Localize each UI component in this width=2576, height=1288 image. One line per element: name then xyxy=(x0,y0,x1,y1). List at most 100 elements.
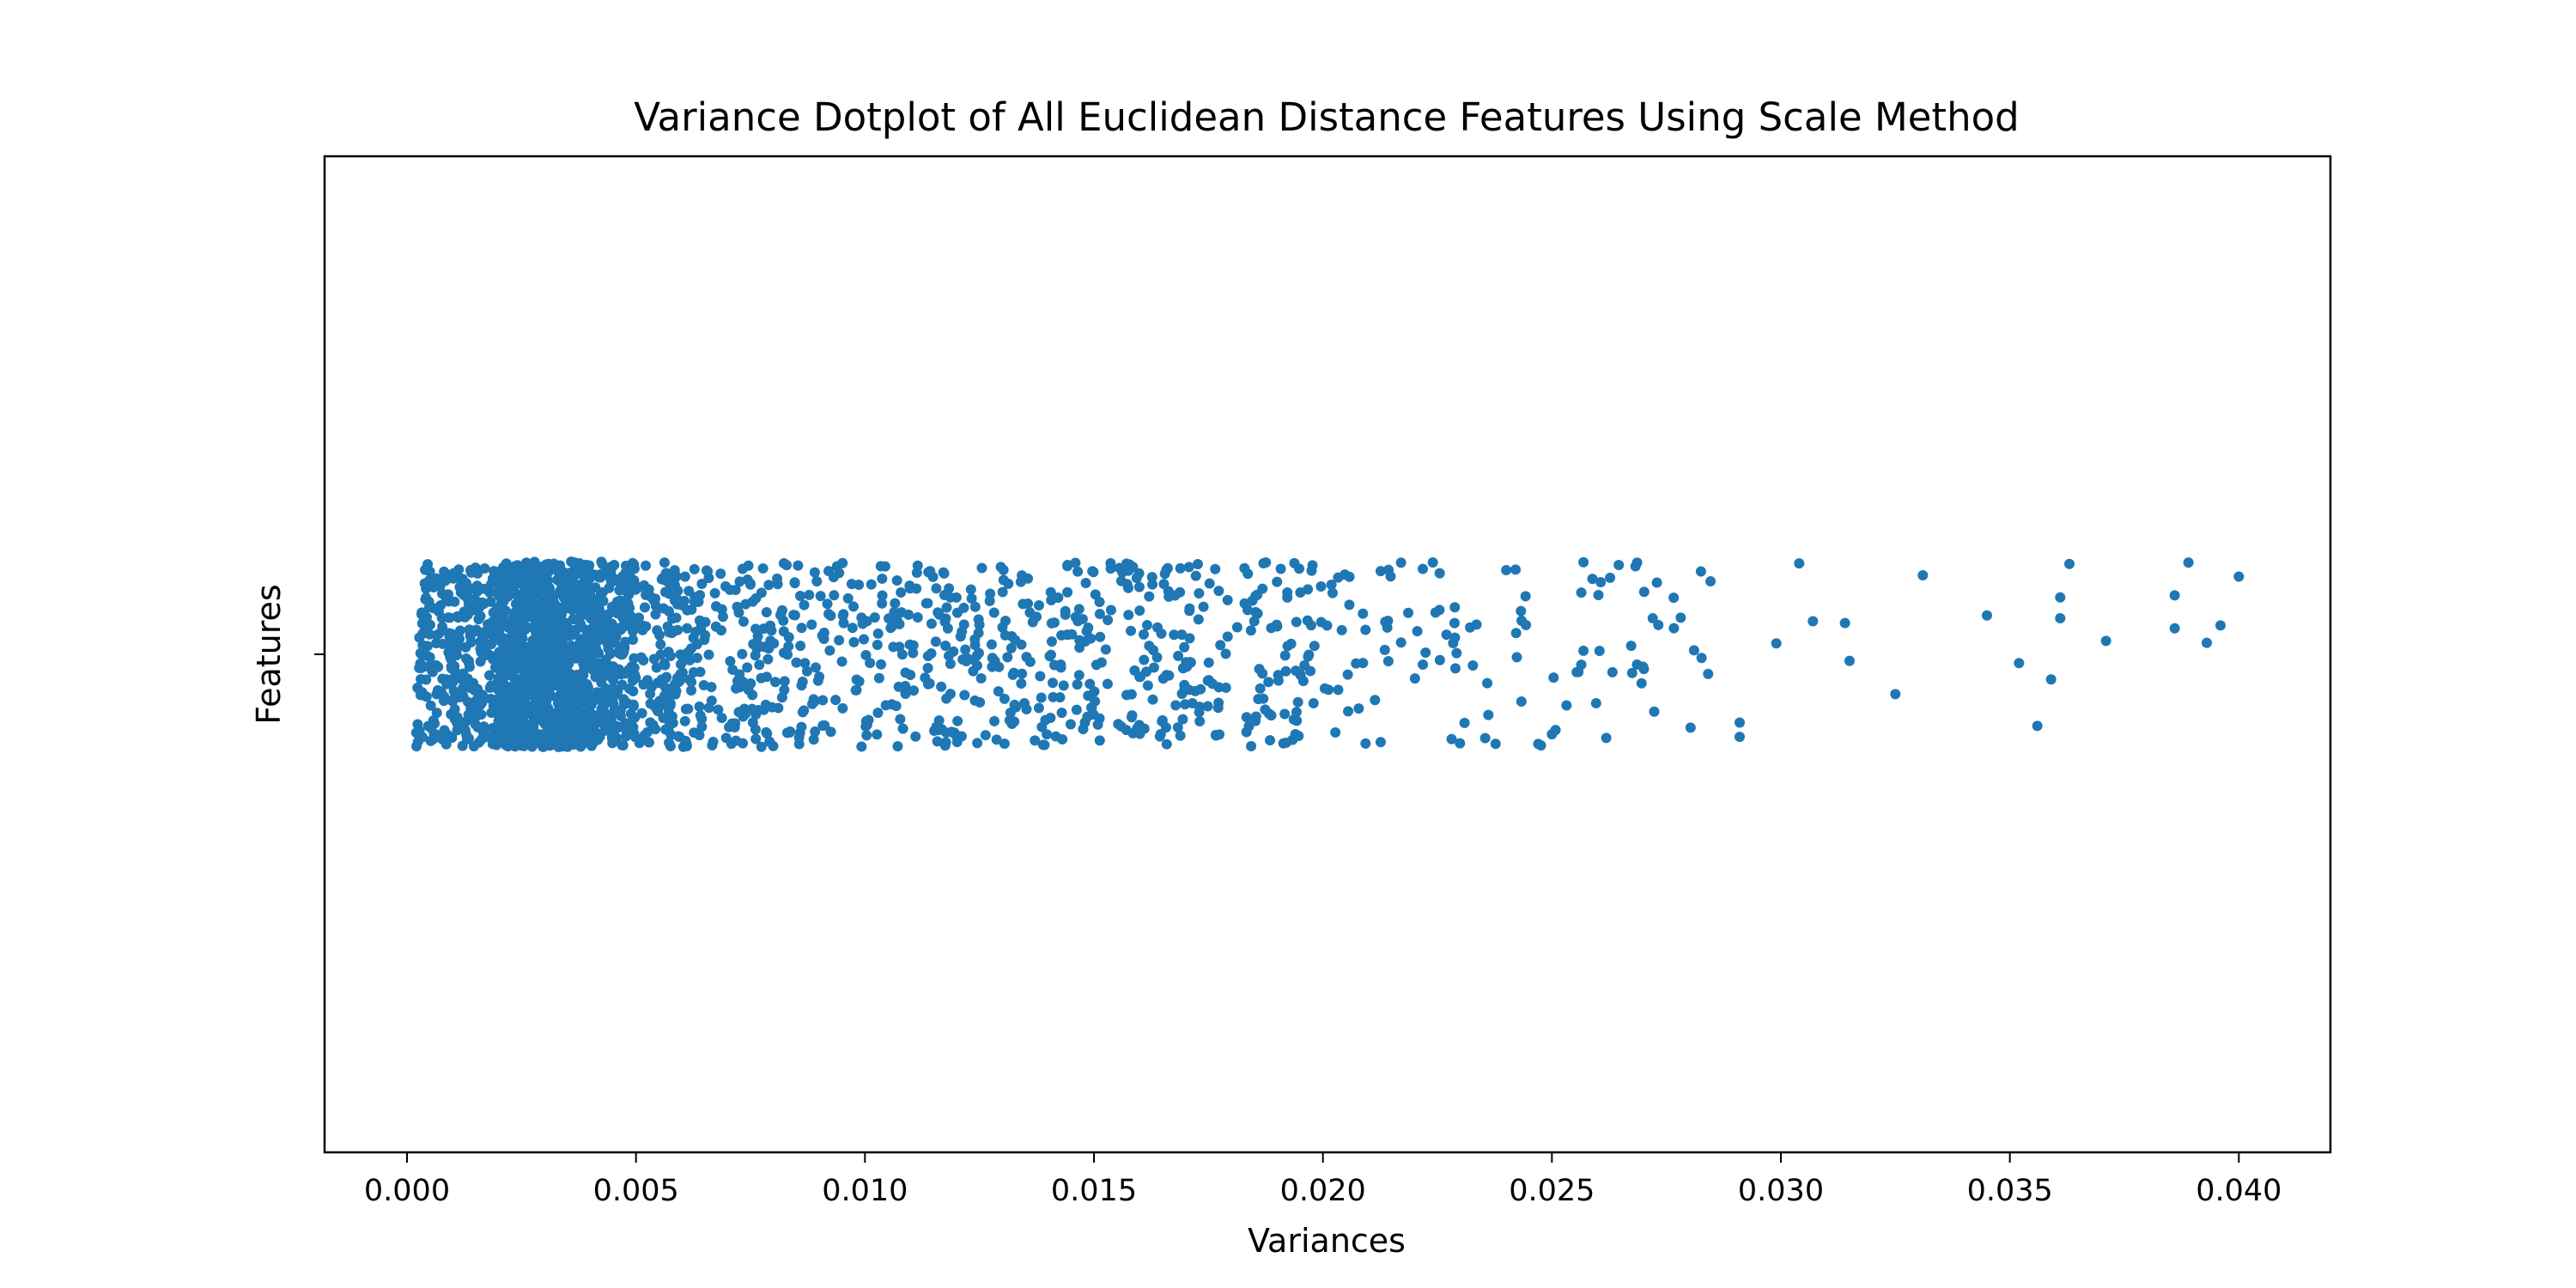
data-point xyxy=(1207,678,1218,690)
data-point xyxy=(1649,706,1660,717)
data-point xyxy=(574,706,586,717)
data-point xyxy=(659,557,670,568)
data-point xyxy=(995,562,1006,573)
data-point xyxy=(452,640,463,651)
data-point xyxy=(1055,662,1066,673)
data-point xyxy=(1638,586,1649,598)
data-point xyxy=(1144,591,1155,602)
data-point xyxy=(432,684,443,696)
data-point xyxy=(1151,652,1163,663)
data-point xyxy=(806,619,817,630)
data-point xyxy=(768,740,779,751)
data-point xyxy=(891,575,902,586)
data-point xyxy=(961,653,972,664)
data-point xyxy=(1090,696,1101,707)
data-point xyxy=(1353,703,1364,714)
data-point xyxy=(725,584,736,595)
data-point xyxy=(808,734,819,745)
data-point xyxy=(655,649,666,660)
data-point xyxy=(468,677,479,689)
data-point xyxy=(682,623,693,634)
data-point xyxy=(1255,683,1266,694)
data-point xyxy=(910,731,921,742)
data-point xyxy=(452,611,463,622)
data-point xyxy=(1771,638,1782,649)
data-point xyxy=(414,662,425,673)
data-point xyxy=(1275,563,1286,574)
data-point xyxy=(860,649,872,660)
data-point xyxy=(939,568,950,579)
data-point xyxy=(586,591,597,602)
data-point xyxy=(530,624,541,635)
data-point xyxy=(1306,565,1317,576)
data-point xyxy=(617,611,628,623)
data-point xyxy=(463,733,474,744)
data-point xyxy=(495,702,507,713)
data-point xyxy=(948,646,959,657)
data-point xyxy=(713,704,724,715)
data-point xyxy=(634,738,645,749)
data-point xyxy=(861,730,872,741)
data-point xyxy=(1089,686,1100,697)
data-point xyxy=(645,717,656,728)
data-point xyxy=(424,566,435,577)
data-point xyxy=(551,738,562,749)
data-point xyxy=(1279,708,1291,720)
data-point xyxy=(689,563,700,574)
data-point xyxy=(514,719,526,730)
data-point xyxy=(1184,605,1195,617)
data-point xyxy=(1607,666,1618,677)
data-point xyxy=(912,560,923,571)
data-point xyxy=(621,560,631,571)
data-point xyxy=(416,674,427,685)
data-point xyxy=(495,648,507,659)
data-point xyxy=(1176,629,1188,641)
data-point xyxy=(941,693,952,704)
data-point xyxy=(573,647,584,658)
data-point xyxy=(1441,629,1452,641)
data-point xyxy=(1297,676,1309,687)
data-point xyxy=(529,715,540,726)
data-point xyxy=(567,605,578,616)
data-point xyxy=(622,575,633,586)
data-point xyxy=(1625,641,1637,652)
data-point xyxy=(592,635,603,647)
data-point xyxy=(659,690,670,702)
data-point xyxy=(969,634,981,645)
data-point xyxy=(650,609,661,620)
data-point xyxy=(1409,673,1420,684)
data-point xyxy=(1395,637,1406,648)
data-point xyxy=(578,670,589,681)
data-point xyxy=(1323,684,1334,696)
data-point xyxy=(810,662,821,673)
data-point xyxy=(838,617,849,629)
data-point xyxy=(1027,617,1038,628)
data-point xyxy=(1123,610,1134,621)
data-point xyxy=(526,589,538,600)
data-point xyxy=(1184,633,1195,644)
data-point xyxy=(1072,679,1083,690)
data-point xyxy=(1094,609,1105,620)
data-point xyxy=(1242,605,1253,616)
data-point xyxy=(1695,566,1706,577)
data-point xyxy=(665,651,676,661)
data-point xyxy=(635,652,647,663)
data-point xyxy=(680,735,691,746)
data-point xyxy=(1285,638,1297,649)
data-point xyxy=(449,660,460,671)
data-point xyxy=(1220,648,1231,659)
data-point xyxy=(972,738,983,749)
data-point xyxy=(814,671,825,683)
data-point xyxy=(1222,594,1233,605)
data-point xyxy=(810,726,821,738)
data-point xyxy=(1246,741,1257,752)
data-point xyxy=(427,666,438,677)
data-point xyxy=(1214,729,1225,740)
data-point xyxy=(421,592,432,604)
data-point xyxy=(1203,657,1214,668)
data-point xyxy=(1131,573,1142,584)
data-point xyxy=(1127,712,1138,723)
data-point xyxy=(1048,677,1059,689)
data-point xyxy=(419,617,430,628)
data-point xyxy=(1254,664,1265,675)
